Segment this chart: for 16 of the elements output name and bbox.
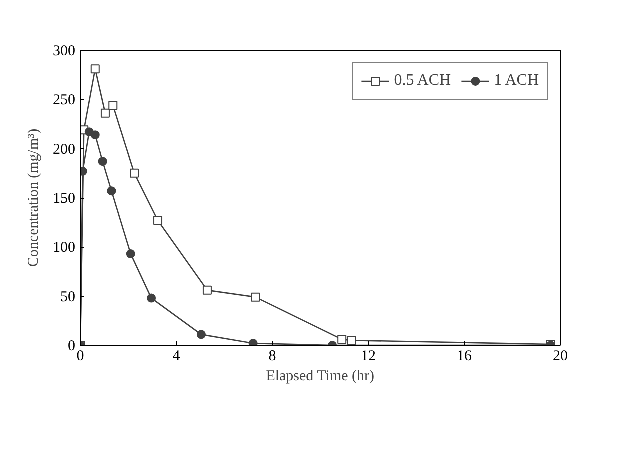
x-tick-label: 16 bbox=[457, 348, 472, 364]
y-tick-label: 150 bbox=[53, 191, 76, 207]
legend-label: 1 ACH bbox=[494, 72, 539, 90]
legend-label: 0.5 ACH bbox=[394, 72, 452, 90]
x-tick-label: 12 bbox=[361, 348, 376, 364]
x-tick-label: 8 bbox=[268, 348, 276, 364]
x-tick-label: 4 bbox=[172, 348, 181, 364]
y-tick-label: 100 bbox=[53, 240, 76, 256]
y-tick-label: 300 bbox=[53, 44, 76, 60]
y-axis-title: Concentration (mg/m³) bbox=[26, 128, 42, 268]
x-axis-title: Elapsed Time (hr) bbox=[266, 368, 375, 384]
y-tick-label: 200 bbox=[53, 142, 76, 158]
x-tick-label: 20 bbox=[553, 348, 568, 364]
y-tick-label: 0 bbox=[68, 338, 76, 354]
y-tick-label: 250 bbox=[53, 92, 76, 109]
y-tick-label: 50 bbox=[60, 289, 76, 306]
